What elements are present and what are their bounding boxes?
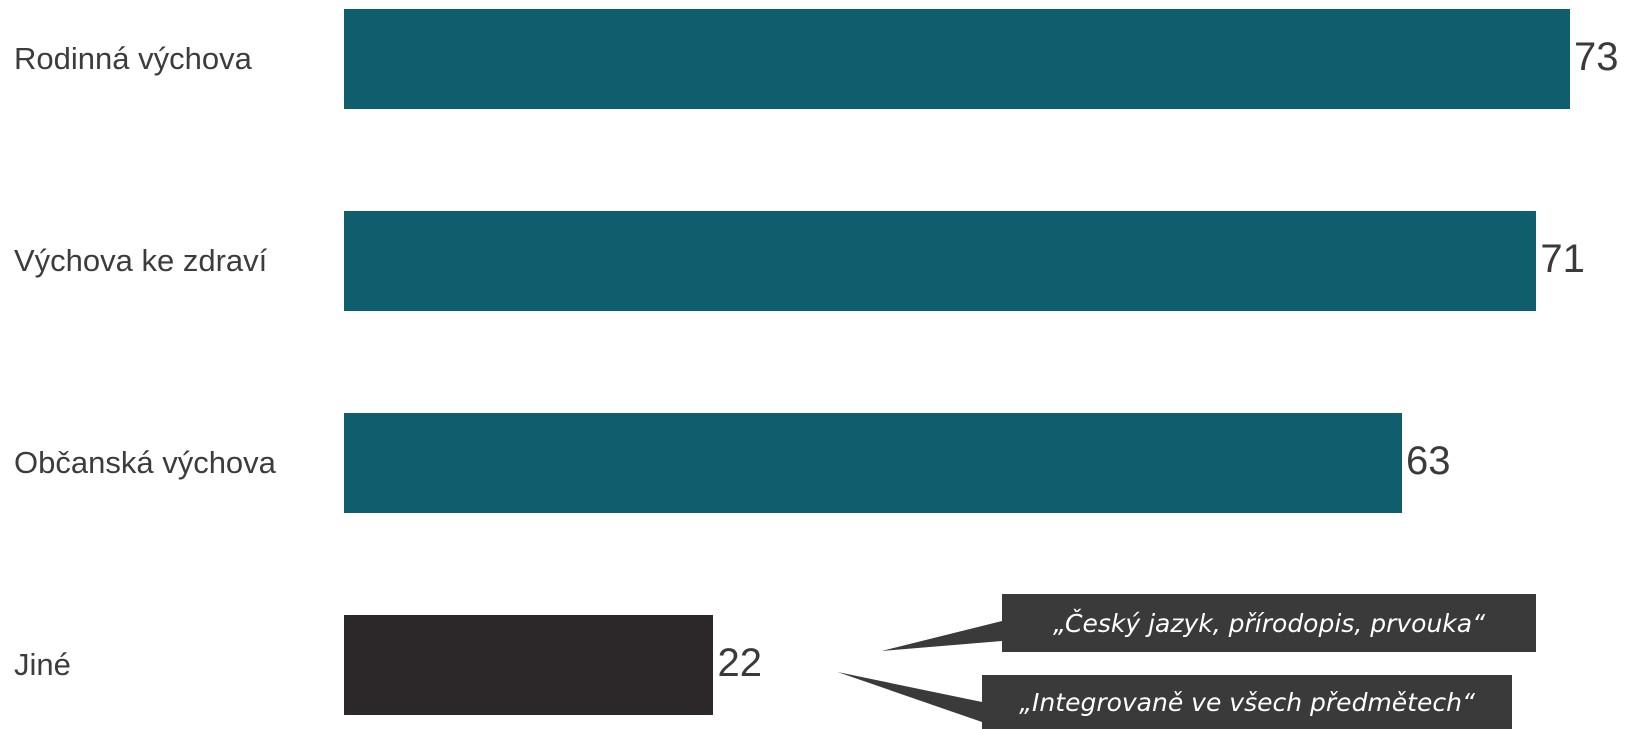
annotation-callout: „Český jazyk, přírodopis, prvouka“ [1002,594,1536,652]
bar-obcanska-vychova [344,413,1403,513]
bar-vychova-ke-zdravi [344,211,1537,311]
category-label-jine: Jiné [14,647,71,682]
category-label-obcanska-vychova: Občanská výchova [14,445,276,480]
value-label-vychova-ke-zdravi: 71 [1540,237,1585,281]
category-label-rodinna-vychova: Rodinná výchova [14,41,252,76]
callout-pointer [881,621,1002,651]
annotation-callout: „Integrovaně ve všech předmětech“ [982,675,1512,729]
value-label-jine: 22 [717,641,762,685]
callout-pointer [837,672,982,722]
value-label-rodinna-vychova: 73 [1574,35,1619,79]
bar-rodinna-vychova [344,9,1570,109]
bar-jine [344,615,714,715]
value-label-obcanska-vychova: 63 [1406,439,1451,483]
category-label-vychova-ke-zdravi: Výchova ke zdraví [14,243,268,278]
